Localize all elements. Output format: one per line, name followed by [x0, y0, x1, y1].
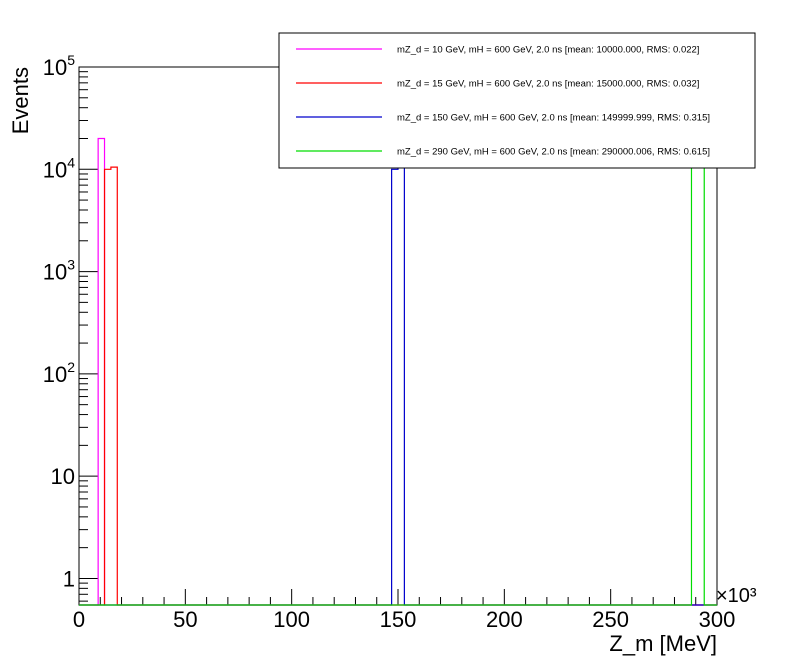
x-tick-label: 100	[273, 607, 310, 632]
legend-label-1: mZ_d = 10 GeV, mH = 600 GeV, 2.0 ns [mea…	[397, 45, 699, 56]
legend-label-2: mZ_d = 15 GeV, mH = 600 GeV, 2.0 ns [mea…	[397, 79, 699, 90]
series-histogram-2	[79, 166, 717, 606]
x-tick-label: 50	[173, 607, 197, 632]
y-tick-label: 104	[43, 154, 75, 182]
x-tick-label: 150	[380, 607, 417, 632]
legend-box	[278, 32, 756, 169]
x-axis-title: Z_m [MeV]	[609, 631, 717, 656]
series-histogram-1	[79, 137, 717, 606]
y-tick-label: 10	[51, 464, 75, 489]
x-tick-label: 250	[592, 607, 629, 632]
y-axis-title: Events	[8, 67, 33, 134]
x-axis-multiplier: ×10³	[716, 585, 757, 607]
y-tick-label: 1	[63, 566, 75, 591]
legend-label-3: mZ_d = 150 GeV, mH = 600 GeV, 2.0 ns [me…	[397, 113, 710, 124]
x-tick-label: 0	[73, 607, 85, 632]
y-tick-label: 105	[43, 52, 75, 80]
y-tick-label: 102	[43, 359, 75, 387]
y-tick-label: 103	[43, 257, 75, 285]
axis-ticks: 0 50 100 150 200 250 300 1 10 102 103 104 105	[43, 52, 736, 632]
x-tick-label: 200	[486, 607, 523, 632]
x-tick-label: 300	[699, 607, 736, 632]
legend: mZ_d = 10 GeV, mH = 600 GeV, 2.0 ns [mea…	[278, 32, 756, 169]
legend-label-4: mZ_d = 290 GeV, mH = 600 GeV, 2.0 ns [me…	[397, 147, 710, 158]
